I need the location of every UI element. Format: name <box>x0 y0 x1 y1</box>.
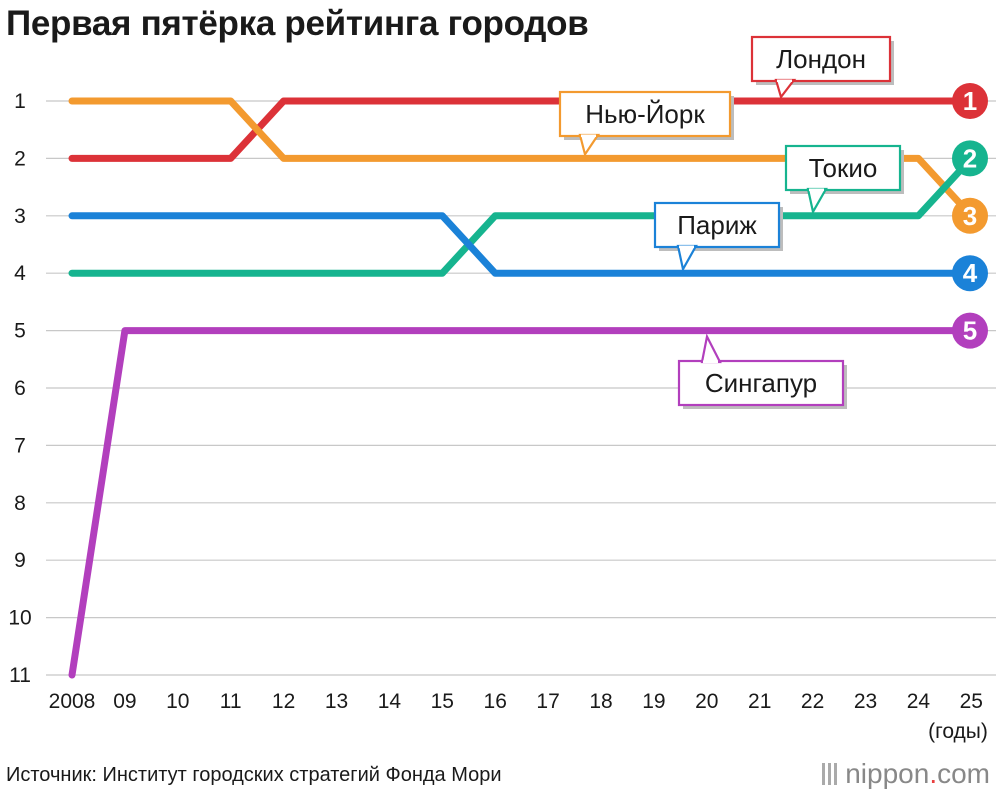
logo-dot: . <box>929 758 938 789</box>
x-tick-19: 19 <box>642 690 665 713</box>
callout-pointer <box>774 78 797 100</box>
y-tick-2: 2 <box>14 147 26 170</box>
callout-pointer <box>676 244 698 273</box>
callout-box <box>558 90 732 138</box>
nippon-logo: nippon. com <box>822 758 990 790</box>
callout-5: Сингапур <box>677 333 847 409</box>
rank-badge-label-5: 5 <box>963 316 977 346</box>
callout-box <box>784 144 902 192</box>
x-tick-14: 14 <box>378 690 402 713</box>
y-tick-5: 5 <box>14 320 26 343</box>
callout-2: Нью-Йорк <box>558 90 734 158</box>
callout-pointer <box>578 133 601 158</box>
logo-suffix: com <box>937 758 990 789</box>
chart-title: Первая пятёрка рейтинга городов <box>6 4 589 43</box>
callout-label: Париж <box>677 210 757 240</box>
rank-badge-3 <box>952 197 988 234</box>
rank-badge-label-1: 1 <box>963 86 977 116</box>
callout-seam <box>581 134 596 137</box>
callout-pointer <box>806 187 828 215</box>
x-tick-13: 13 <box>325 690 348 713</box>
series-lines <box>68 97 975 679</box>
series-callouts: Лондон Нью-Йорк Токио Париж Сингапур <box>558 35 904 409</box>
rank-badge-label-3: 3 <box>963 201 977 231</box>
logo-bars-icon <box>822 763 838 785</box>
callout-label: Лондон <box>776 44 866 74</box>
logo-name: nippon <box>845 758 930 789</box>
x-tick-18: 18 <box>589 690 612 713</box>
rank-badge-2 <box>952 140 988 177</box>
callout-label: Токио <box>809 153 878 183</box>
x-tick-12: 12 <box>272 690 295 713</box>
final-rank-badges: 1 3 2 4 5 <box>952 83 988 349</box>
x-tick-15: 15 <box>431 690 454 713</box>
x-tick-22: 22 <box>801 690 824 713</box>
series-line-4 <box>68 212 975 277</box>
callout-seam <box>809 188 824 191</box>
rank-badge-4 <box>952 255 988 292</box>
callout-pointer <box>700 333 722 364</box>
x-tick-09: 09 <box>113 690 136 713</box>
x-tick-labels: 2008 09 10 11 12 13 14 15 16 17 18 19 20 21 22 23 24 25 (г… <box>49 690 988 743</box>
callout-box <box>653 201 781 249</box>
callout-seam <box>777 79 792 82</box>
callout-4: Париж <box>653 201 783 273</box>
series-line-5 <box>68 327 975 679</box>
callout-box <box>750 35 892 83</box>
series-line-1 <box>68 97 975 162</box>
x-unit-label: (годы) <box>928 720 988 743</box>
callout-box <box>677 359 845 407</box>
y-tick-6: 6 <box>14 377 26 400</box>
x-tick-10: 10 <box>166 690 189 713</box>
callout-3: Токио <box>784 144 904 215</box>
rank-badge-1 <box>952 83 988 119</box>
callout-label: Нью-Йорк <box>585 99 705 129</box>
x-tick-16: 16 <box>484 690 507 713</box>
callout-label: Сингапур <box>705 368 817 398</box>
y-tick-4: 4 <box>14 262 26 285</box>
x-tick-21: 21 <box>748 690 771 713</box>
series-line-3 <box>68 154 975 277</box>
rank-badge-label-4: 4 <box>963 258 978 288</box>
x-tick-17: 17 <box>536 690 559 713</box>
callout-seam <box>679 245 694 248</box>
y-tick-3: 3 <box>14 205 26 228</box>
x-tick-24: 24 <box>907 690 931 713</box>
rank-badge-5 <box>952 312 988 349</box>
rank-badge-label-2: 2 <box>963 143 977 173</box>
y-tick-11: 11 <box>9 664 31 687</box>
x-tick-25: 25 <box>960 690 983 713</box>
x-tick-11: 11 <box>220 690 242 713</box>
y-tick-9: 9 <box>14 549 26 572</box>
y-tick-1: 1 <box>14 90 26 113</box>
callout-seam <box>703 360 718 363</box>
y-tick-8: 8 <box>14 492 26 515</box>
x-tick-2008: 2008 <box>49 690 96 713</box>
callout-1: Лондон <box>750 35 894 100</box>
y-tick-7: 7 <box>14 434 26 457</box>
x-tick-20: 20 <box>695 690 718 713</box>
source-note: Источник: Институт городских стратегий Ф… <box>6 764 502 786</box>
y-tick-10: 10 <box>8 607 31 630</box>
y-tick-labels: 1 2 3 4 5 6 7 8 9 10 11 <box>8 90 31 687</box>
x-tick-23: 23 <box>854 690 877 713</box>
